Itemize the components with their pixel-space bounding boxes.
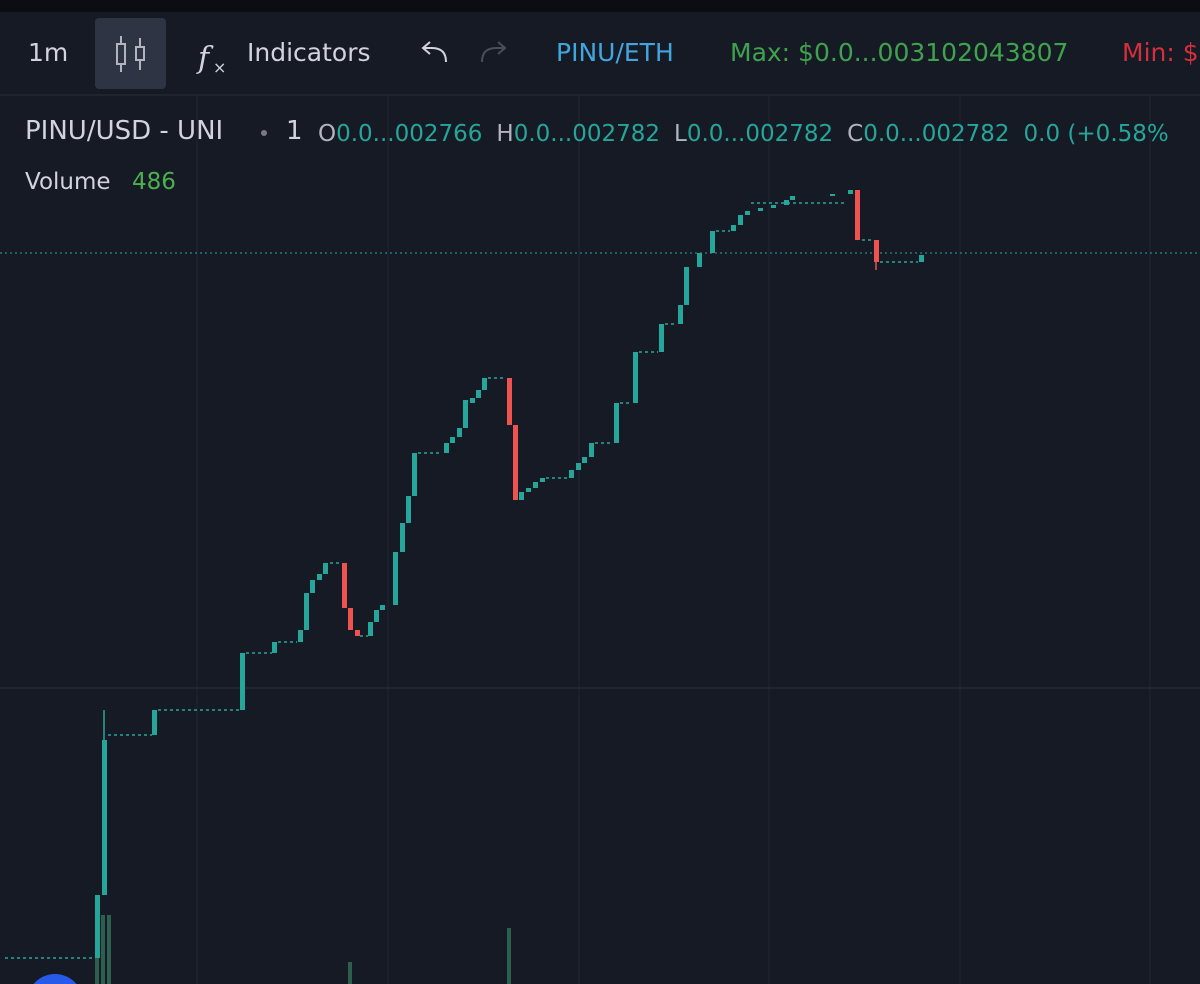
candle-icon [116,36,145,72]
candle [526,488,531,492]
ohlc-value: 0.0...002782 [513,121,661,147]
candle [470,398,475,403]
candle [342,563,347,608]
candle [348,608,353,630]
candle [374,610,379,622]
volume-bar [101,915,105,984]
candle [393,552,398,605]
candle [790,196,795,200]
ohlc-value: 0.0...002766 [336,121,483,147]
legend-separator [261,130,267,136]
candle [855,190,860,240]
candle [784,200,789,205]
candle [874,240,879,262]
candle [412,453,417,496]
interval-button[interactable]: 1m [28,38,69,67]
candle [576,463,581,470]
volume-label: Volume [25,169,111,195]
top-strip [0,0,1200,12]
ohlc-item: L0.0...002782 [674,121,833,147]
ohlc-label: O [318,121,337,147]
candle [272,642,277,653]
candle [633,352,638,403]
legend-interval: 1 [286,116,303,146]
candle [457,428,462,437]
undo-icon [421,41,447,63]
ohlc-item: O0.0...002766 [318,121,482,147]
ohlc-item: C0.0...002782 [847,121,1009,147]
symbol-title: PINU/USD - UNI [25,116,224,146]
candle [240,653,245,710]
candle [697,253,702,267]
candle [380,605,385,610]
candle [95,895,100,958]
volume-value: 486 [132,169,176,195]
candle [519,492,524,500]
candle [152,710,157,735]
candle [444,443,449,453]
ohlc-value: 0.0...002782 [863,121,1010,147]
chart-type-button[interactable] [95,18,166,89]
max-price: Max: $0.0...003102043807 [730,38,1069,67]
candle [589,443,594,457]
candle [355,630,360,636]
candle [848,190,853,194]
ohlc-label: H [496,121,514,147]
candle [317,574,322,580]
volume-bar [107,915,111,984]
candle [659,324,664,352]
redo-button[interactable] [481,41,507,63]
change-value: 0.0 (+0.58% [1023,121,1169,147]
pair-link[interactable]: PINU/ETH [556,38,674,67]
candle [298,630,303,642]
ohlc-value: 0.0...002782 [686,121,834,147]
candle [450,437,455,443]
volume-bar [507,928,511,984]
candle [830,194,835,196]
candle [731,225,736,231]
candle [400,523,405,552]
toolbar-bg [0,12,1200,95]
candle [738,215,743,225]
candle [310,580,315,593]
indicators-button[interactable]: Indicators [247,38,371,67]
ohlc-label: C [847,121,864,147]
candle [368,622,373,636]
ohlc-values: O0.0...002766 H0.0...002782 L0.0...002782 C… [318,121,1169,147]
candle [476,390,481,398]
undo-button[interactable] [421,41,447,63]
candle [614,403,619,443]
candle [684,267,689,305]
min-price: Min: $ [1122,38,1199,67]
volume-bar [348,962,352,984]
logo[interactable] [27,974,83,984]
ohlc-item: H0.0...002782 [496,121,660,147]
candle [507,378,512,425]
candle [323,563,328,574]
candle [406,496,411,523]
candle [771,205,776,208]
candle [533,482,538,488]
candle [919,255,924,262]
candle [102,740,107,895]
ohlc-label: L [674,121,687,147]
candle [513,425,518,500]
candle [758,208,763,211]
candle [678,305,683,324]
candle [582,457,587,463]
fx-icon-sub: × [213,58,226,77]
candle [710,231,715,253]
candle [745,211,750,215]
candle [569,470,574,478]
redo-icon [481,41,507,63]
candle [482,378,487,390]
candle [463,400,468,428]
candle [540,478,545,482]
candle [304,593,309,630]
